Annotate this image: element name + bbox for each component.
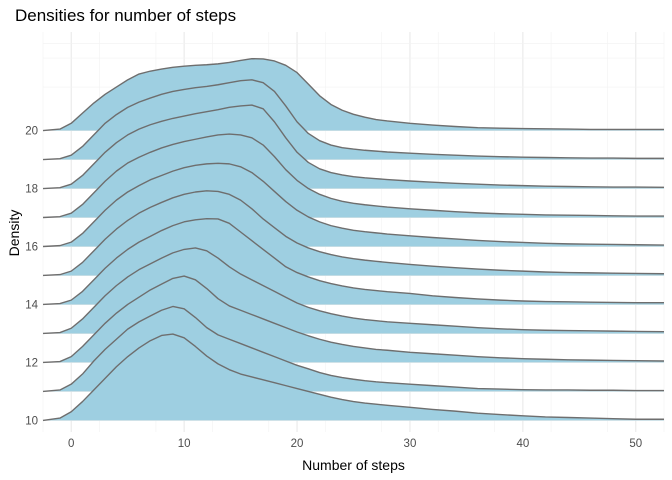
ridges-layer: [42, 57, 665, 422]
ridge-line: [42, 333, 664, 422]
ridge-line: [42, 133, 664, 219]
ridge-line: [42, 104, 665, 190]
ridge-line: [42, 79, 664, 161]
x-tick-label: 40: [516, 438, 529, 450]
ridge-area: [43, 334, 664, 421]
y-tick-label: 12: [25, 357, 38, 369]
ridge-line: [42, 190, 665, 277]
x-tick-label: 10: [178, 438, 191, 450]
x-tick-label: 20: [291, 438, 304, 450]
ridge-line: [42, 162, 665, 248]
axes-layer: 0 10 20 30 40 50 10 12 14 16 18 20: [25, 126, 642, 450]
y-tick-label: 16: [25, 241, 38, 253]
ridge-line: [42, 275, 665, 364]
ridge-line: [42, 217, 664, 306]
ridge-line: [42, 247, 665, 335]
x-tick-label: 0: [68, 438, 74, 450]
y-tick-label: 20: [25, 126, 38, 138]
chart-title: Densities for number of steps: [15, 6, 236, 25]
y-axis-title: Density: [6, 210, 22, 257]
ridge-line: [42, 305, 664, 393]
x-tick-label: 50: [629, 438, 642, 450]
x-axis-title: Number of steps: [302, 457, 405, 473]
x-tick-label: 30: [404, 438, 417, 450]
y-tick-label: 14: [25, 299, 38, 311]
y-tick-label: 10: [25, 415, 38, 427]
y-tick-label: 18: [25, 184, 38, 196]
ridge-10: [42, 333, 664, 422]
ridge-line: [42, 57, 664, 132]
